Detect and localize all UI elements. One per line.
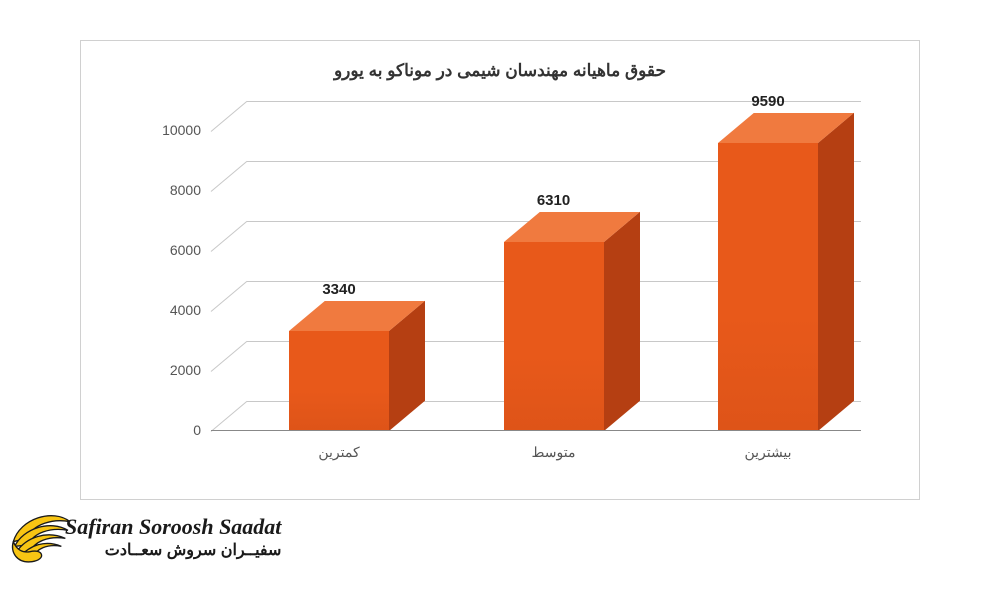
x-axis-line <box>211 430 861 431</box>
bar-front <box>718 143 818 431</box>
plot-area: 02000400060008000100003340کمترین6310متوس… <box>211 131 861 461</box>
y-tick-label: 10000 <box>151 122 201 138</box>
grid-depth-line <box>211 281 248 312</box>
x-tick-label: بیشترین <box>718 444 818 461</box>
chart-frame: حقوق ماهیانه مهندسان شیمی در موناکو به ی… <box>80 40 920 500</box>
x-tick-label: متوسط <box>504 444 604 461</box>
x-tick-label: کمترین <box>289 444 389 461</box>
bar: 9590بیشترین <box>718 143 818 431</box>
y-tick-label: 8000 <box>151 182 201 198</box>
logo-text-fa: سفیــران سروش سعــادت <box>65 540 281 560</box>
y-tick-label: 2000 <box>151 362 201 378</box>
bar-front <box>504 242 604 431</box>
grid-depth-line <box>211 341 248 372</box>
y-tick-label: 0 <box>151 422 201 438</box>
bar-value-label: 9590 <box>698 93 838 110</box>
bar-value-label: 3340 <box>269 281 409 298</box>
bar-front <box>289 331 389 431</box>
y-tick-label: 4000 <box>151 302 201 318</box>
bar: 6310متوسط <box>504 242 604 431</box>
chart-title: حقوق ماهیانه مهندسان شیمی در موناکو به ی… <box>81 61 919 81</box>
logo-text-en: Safiran Soroosh Saadat <box>65 514 281 540</box>
bar-side <box>604 211 640 431</box>
bar-side <box>818 113 854 431</box>
bar: 3340کمترین <box>289 331 389 431</box>
grid-depth-line <box>211 161 248 192</box>
grid-depth-line <box>211 221 248 252</box>
brand-logo: Safiran Soroosh Saadat سفیــران سروش سعـ… <box>5 505 305 595</box>
bar-value-label: 6310 <box>484 192 624 209</box>
grid-depth-line <box>211 101 248 132</box>
grid-depth-line <box>211 401 248 432</box>
y-tick-label: 6000 <box>151 242 201 258</box>
